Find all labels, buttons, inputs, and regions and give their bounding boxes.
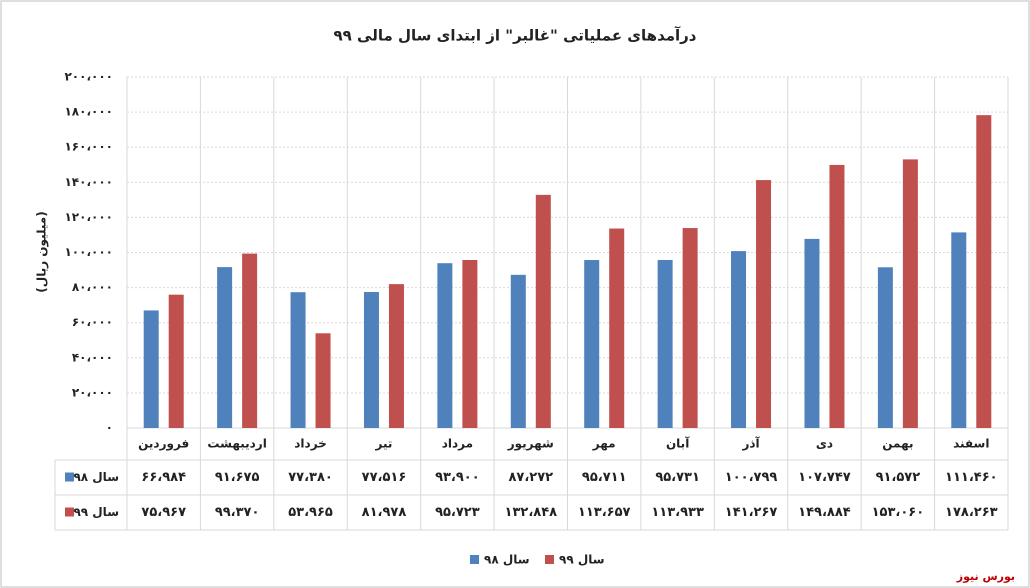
bar: [437, 263, 453, 428]
table-value: ۵۳،۹۶۵: [288, 505, 333, 520]
legend-label: سال ۹۸: [484, 553, 530, 567]
bar: [168, 294, 184, 428]
bar: [902, 159, 918, 428]
table-value: ۸۷،۲۷۲: [508, 470, 553, 485]
y-tick-label: ۸۰،۰۰۰: [72, 280, 113, 294]
table-value: ۷۷،۵۱۶: [362, 470, 407, 485]
table-series-name: سال ۹۸: [73, 470, 119, 484]
table-value: ۱۱۳،۶۵۷: [578, 505, 631, 520]
table-value: ۱۷۸،۲۶۳: [945, 505, 998, 520]
table-value: ۱۳۲،۸۴۸: [505, 505, 558, 520]
bar: [315, 333, 331, 428]
bar: [363, 291, 379, 428]
bar: [829, 164, 845, 428]
table-value: ۹۱،۶۷۵: [215, 470, 260, 485]
y-tick-label: ۴۰،۰۰۰: [72, 350, 113, 364]
y-tick-label: ۲۰،۰۰۰: [72, 385, 113, 399]
y-tick-label: ۶۰،۰۰۰: [72, 315, 113, 329]
bar: [682, 228, 698, 428]
y-tick-label: ۱۸۰،۰۰۰: [64, 105, 113, 119]
legend-key: [470, 555, 479, 564]
y-tick-label: ۱۴۰،۰۰۰: [64, 175, 113, 189]
table-value: ۹۵،۷۱۱: [582, 470, 627, 485]
table-value: ۱۱۳،۹۳۳: [651, 505, 704, 520]
table-value: ۹۵،۷۲۳: [435, 505, 480, 520]
table-value: ۷۷،۳۸۰: [288, 470, 333, 485]
table-key: [65, 507, 74, 517]
bar: [951, 232, 967, 428]
x-tick-label: شهریور: [507, 437, 554, 452]
source: بورس نیوز: [956, 570, 1015, 583]
y-tick-label: ۱۰۰،۰۰۰: [64, 245, 113, 259]
chart-title: درآمدهای عملیاتی "غالبر" از ابتدای سال م…: [333, 27, 696, 45]
table-value: ۶۶،۹۸۴: [141, 470, 186, 485]
x-tick-label: اسفند: [953, 437, 989, 451]
legend-key: [545, 555, 554, 564]
bar: [535, 194, 551, 428]
x-tick-label: تیر: [375, 437, 393, 451]
table-value: ۱۴۱،۲۶۷: [725, 505, 778, 520]
table-value: ۱۴۹،۸۸۴: [798, 505, 851, 520]
x-tick-label: آذر: [741, 436, 760, 451]
y-tick-label: ۰: [106, 421, 113, 435]
x-tick-label: دی: [816, 437, 833, 451]
bar: [388, 284, 404, 428]
bar: [242, 253, 258, 428]
table-key: [65, 472, 74, 482]
bar: [877, 267, 893, 428]
table-value: ۱۰۷،۷۴۷: [798, 470, 851, 485]
x-tick-label: اردیبهشت: [207, 437, 266, 451]
table-value: ۱۵۳،۰۶۰: [872, 505, 925, 520]
table-value: ۷۵،۹۶۷: [141, 505, 186, 520]
y-axis-label: (میلیون ریال): [35, 211, 50, 292]
x-tick-label: آبان: [666, 436, 690, 451]
table-value: ۹۳،۹۰۰: [435, 470, 480, 485]
bar: [804, 238, 820, 428]
x-tick-label: مهر: [592, 437, 616, 451]
table-value: ۹۵،۷۳۱: [655, 470, 700, 485]
y-tick-label: ۱۶۰،۰۰۰: [64, 140, 113, 154]
bar: [462, 260, 478, 428]
table-series-name: سال ۹۹: [73, 505, 119, 519]
x-tick-label: خرداد: [294, 437, 327, 451]
bar: [290, 292, 306, 428]
table-value: ۱۰۰،۷۹۹: [725, 470, 778, 485]
x-tick-label: فروردین: [138, 437, 189, 452]
bar: [217, 267, 233, 428]
legend-label: سال ۹۹: [559, 553, 605, 567]
table-value: ۸۱،۹۷۸: [362, 505, 407, 520]
table-value: ۱۱۱،۴۶۰: [945, 470, 998, 485]
bar: [976, 115, 992, 428]
x-tick-label: بهمن: [882, 437, 913, 451]
bar: [731, 251, 747, 428]
bar: [143, 310, 159, 428]
bar: [584, 260, 600, 428]
table-value: ۹۹،۳۷۰: [215, 505, 260, 520]
y-tick-label: ۱۲۰،۰۰۰: [64, 210, 113, 224]
table-value: ۹۱،۵۷۲: [876, 470, 921, 485]
y-tick-label: ۲۰۰،۰۰۰: [64, 70, 113, 84]
bar: [756, 180, 772, 428]
bar: [657, 259, 673, 428]
bar: [510, 274, 526, 428]
bar: [609, 228, 625, 428]
x-tick-label: مرداد: [442, 437, 473, 451]
